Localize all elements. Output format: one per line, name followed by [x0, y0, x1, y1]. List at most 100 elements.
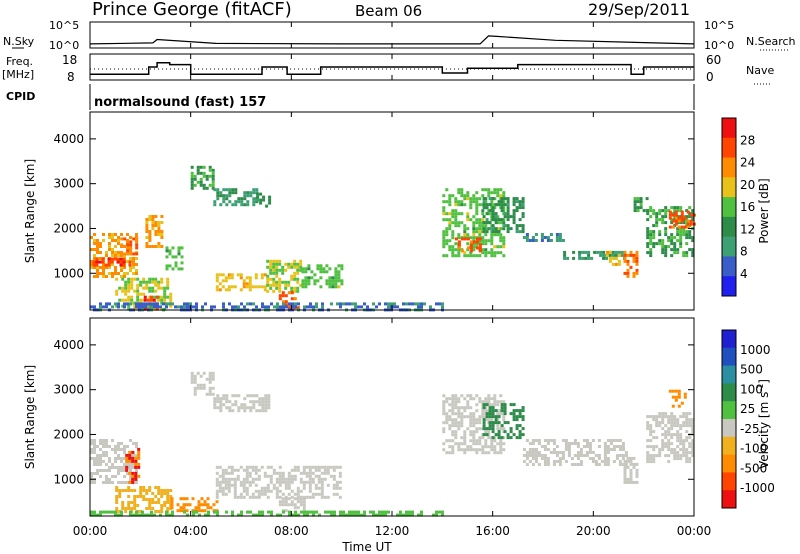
heat-cell — [248, 288, 252, 292]
heat-cell — [216, 510, 219, 514]
heat-cell — [278, 495, 282, 499]
heat-cell — [284, 480, 288, 484]
heat-cell — [122, 260, 126, 264]
heat-cell — [93, 451, 96, 454]
heat-cell — [193, 392, 197, 396]
heat-cell — [160, 301, 164, 305]
heat-cell — [216, 191, 220, 195]
heat-cell — [614, 253, 618, 257]
heat-cell — [448, 227, 452, 231]
heat-cell — [294, 302, 297, 306]
heat-cell — [451, 245, 455, 249]
heat-cell — [581, 250, 585, 254]
heat-cell — [623, 259, 627, 263]
heat-cell — [96, 463, 99, 466]
heat-cell — [676, 433, 680, 437]
heat-cell — [111, 275, 114, 278]
nave-label: Nave — [746, 64, 774, 77]
heat-cell — [333, 510, 336, 514]
heat-cell — [454, 224, 458, 228]
heat-cell — [145, 489, 149, 492]
heat-cell — [136, 292, 140, 296]
heat-cell — [268, 198, 272, 202]
heat-cell — [494, 415, 498, 419]
heat-cell — [213, 406, 217, 410]
heat-cell — [484, 242, 488, 246]
heat-cell — [540, 454, 544, 457]
heat-cell — [683, 392, 687, 396]
heat-cell — [472, 221, 476, 225]
heat-cell — [534, 239, 538, 242]
heat-cell — [448, 451, 452, 455]
heat-cell — [282, 510, 285, 514]
heat-cell — [153, 513, 156, 517]
heat-cell — [117, 513, 120, 517]
heat-cell — [251, 468, 255, 472]
heat-cell — [691, 454, 695, 458]
heat-cell — [199, 183, 203, 187]
heat-cell — [242, 480, 246, 484]
heat-cell — [325, 279, 329, 283]
heat-cell — [451, 409, 455, 413]
heat-cell — [688, 248, 692, 252]
heat-cell — [378, 302, 381, 306]
heat-cell — [239, 276, 243, 280]
heat-cell — [484, 233, 488, 237]
heat-cell — [95, 257, 99, 261]
heat-cell — [494, 218, 498, 222]
heat-cell — [543, 448, 547, 451]
heat-cell — [233, 486, 237, 490]
heat-cell — [472, 242, 476, 246]
heat-cell — [482, 227, 486, 231]
heat-cell — [576, 457, 580, 460]
heat-cell — [105, 266, 108, 269]
heat-cell — [227, 288, 231, 292]
heat-cell — [590, 256, 594, 260]
heat-cell — [457, 409, 461, 413]
heat-cell — [281, 265, 285, 269]
heat-cell — [679, 454, 683, 458]
heat-cell — [132, 257, 135, 260]
heat-cell — [102, 269, 105, 272]
heat-cell — [445, 421, 449, 425]
heat-cell — [202, 165, 206, 169]
heat-cell — [203, 503, 207, 507]
heat-cell — [549, 239, 553, 242]
heat-cell — [180, 246, 184, 250]
heat-cell — [579, 463, 583, 466]
heat-cell — [522, 460, 526, 463]
heat-cell — [521, 200, 525, 204]
heat-cell — [375, 305, 378, 309]
heat-cell — [193, 183, 197, 187]
heat-cell — [199, 165, 203, 169]
heat-cell — [537, 451, 541, 454]
heat-cell — [448, 203, 452, 207]
heat-cell — [336, 302, 339, 306]
heat-cell — [272, 283, 276, 287]
heat-cell — [611, 253, 615, 257]
heat-cell — [646, 212, 650, 216]
heat-cell — [127, 280, 131, 284]
heat-cell — [390, 302, 393, 306]
heat-cell — [680, 216, 684, 220]
heat-cell — [299, 265, 303, 269]
heat-cell — [534, 233, 538, 236]
heat-cell — [299, 500, 303, 504]
heat-cell — [463, 451, 467, 455]
heat-cell — [124, 283, 128, 287]
heat-cell — [166, 286, 170, 290]
heat-cell — [290, 262, 294, 266]
heat-cell — [552, 451, 556, 454]
heat-cell — [679, 448, 683, 452]
heat-cell — [105, 302, 108, 306]
heat-cell — [111, 236, 114, 239]
heat-cell — [242, 477, 246, 481]
heat-cell — [319, 285, 323, 289]
heat-cell — [451, 236, 455, 240]
heat-cell — [677, 225, 681, 229]
heat-cell — [534, 448, 538, 451]
heat-cell — [221, 486, 225, 490]
heat-cell — [243, 403, 247, 407]
heat-cell — [169, 304, 173, 308]
heat-cell — [472, 424, 476, 428]
